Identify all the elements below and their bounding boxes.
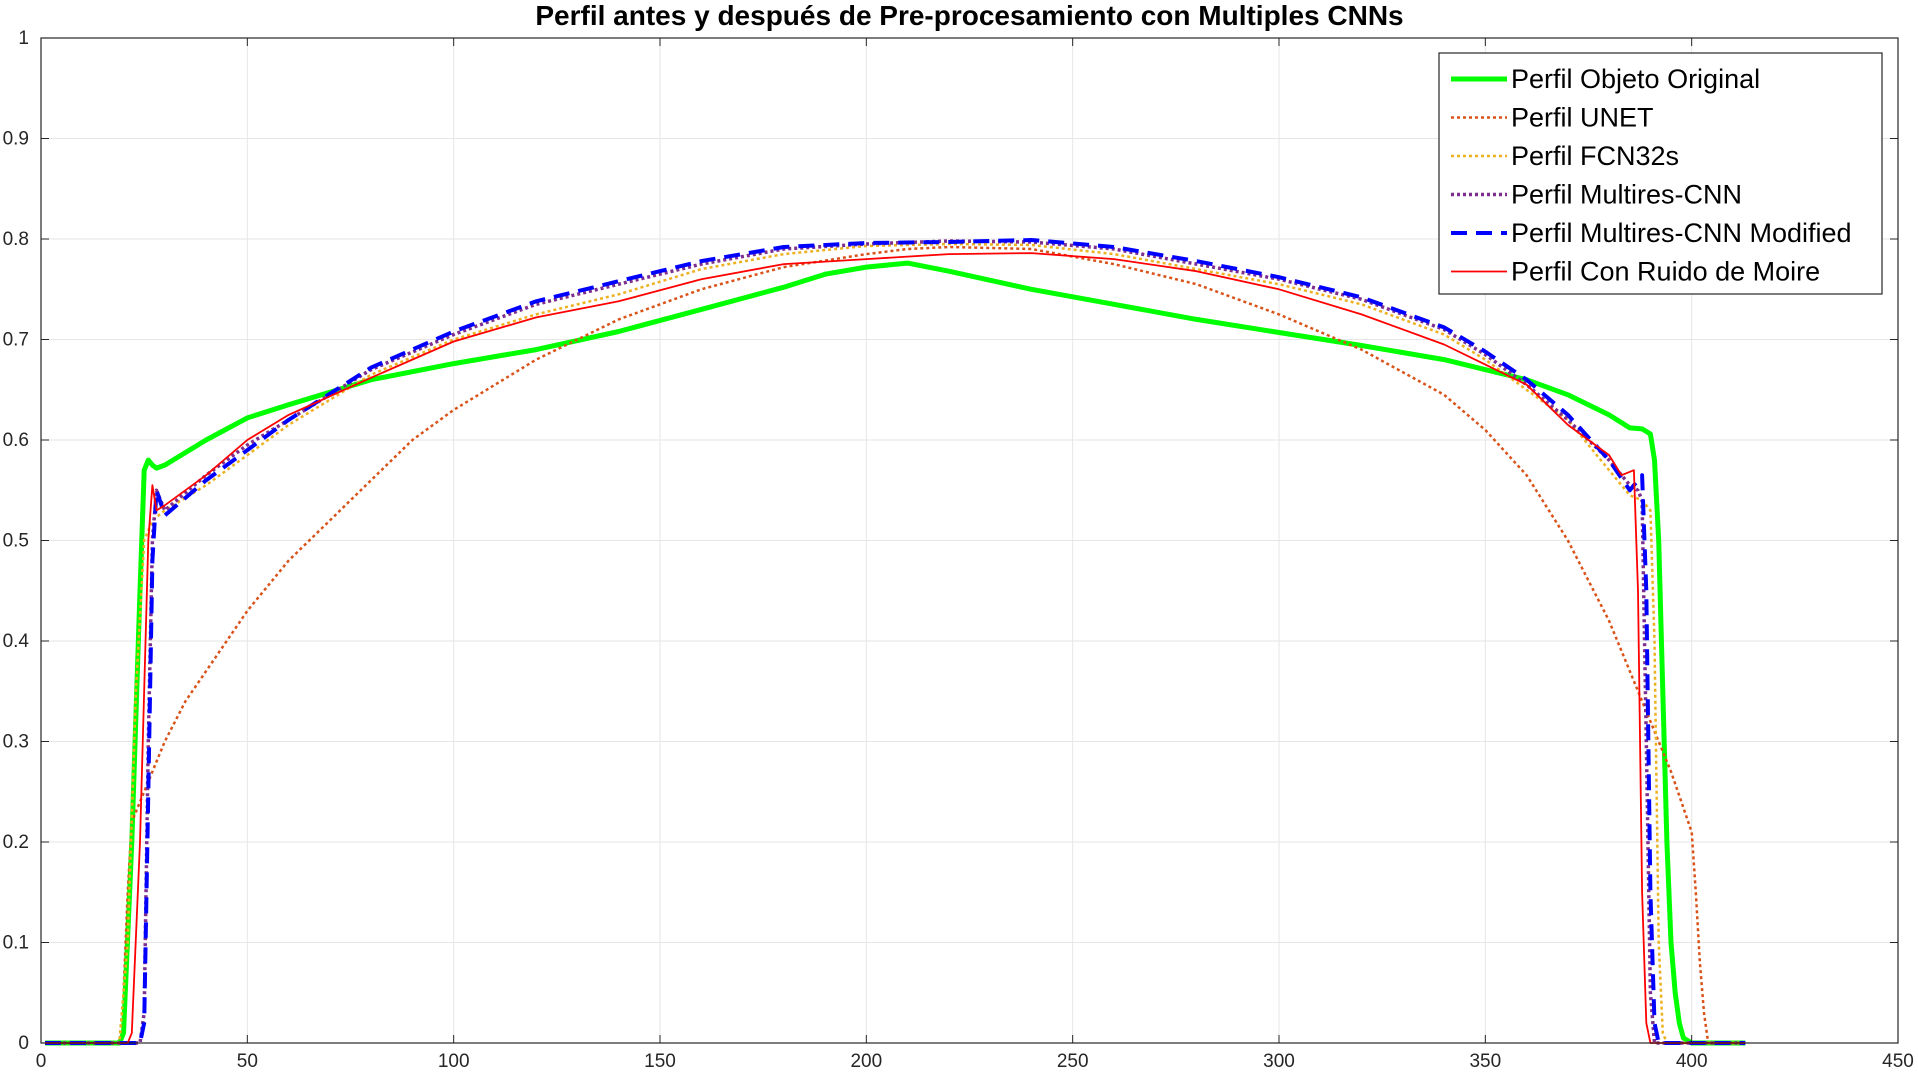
x-tick-label: 350 — [1469, 1051, 1501, 1072]
legend-label: Perfil Multires-CNN Modified — [1511, 218, 1852, 248]
y-tick-label: 0.4 — [3, 631, 30, 652]
legend-label: Perfil UNET — [1511, 103, 1654, 133]
y-tick-label: 0.3 — [3, 732, 29, 753]
x-tick-label: 150 — [644, 1051, 676, 1072]
y-tick-label: 0.6 — [3, 430, 29, 451]
legend-label: Perfil Multires-CNN — [1511, 180, 1742, 210]
y-tick-label: 0.8 — [3, 229, 29, 250]
legend-label: Perfil Objeto Original — [1511, 64, 1760, 94]
legend-box — [1438, 52, 1883, 295]
y-tick-label: 0.9 — [3, 129, 29, 150]
series-original-line — [45, 260, 1746, 1046]
y-tick-label: 0.2 — [3, 832, 29, 853]
x-tick-label: 300 — [1263, 1051, 1295, 1072]
legend-label: Perfil FCN32s — [1511, 141, 1679, 171]
series-moire-noise-line — [45, 252, 1746, 1044]
legend-label: Perfil Con Ruido de Moire — [1511, 257, 1820, 287]
x-tick-label: 450 — [1882, 1051, 1914, 1072]
x-tick-label: 250 — [1057, 1051, 1089, 1072]
series-lines — [45, 238, 1746, 1046]
axis-ticks: 0 50 100 150 200 250 300 350 400 450 0 0.1 0.2 0.3 0.4… — [3, 28, 1914, 1072]
x-tick-label: 50 — [237, 1051, 258, 1072]
x-tick-label: 400 — [1676, 1051, 1708, 1072]
y-tick-label: 0 — [18, 1033, 29, 1054]
y-tick-label: 0.5 — [3, 531, 29, 552]
y-tick-label: 0.1 — [3, 933, 29, 954]
series-unet-line — [45, 245, 1746, 1045]
y-tick-label: 0.7 — [3, 330, 29, 351]
legend: Perfil Objeto Original Perfil UNET Perfil … — [1438, 52, 1883, 295]
chart-title: Perfil antes y después de Pre-procesamie… — [535, 0, 1403, 31]
x-tick-label: 100 — [438, 1051, 470, 1072]
x-tick-label: 0 — [36, 1051, 47, 1072]
x-tick-label: 200 — [850, 1051, 882, 1072]
y-tick-label: 1 — [18, 28, 29, 49]
